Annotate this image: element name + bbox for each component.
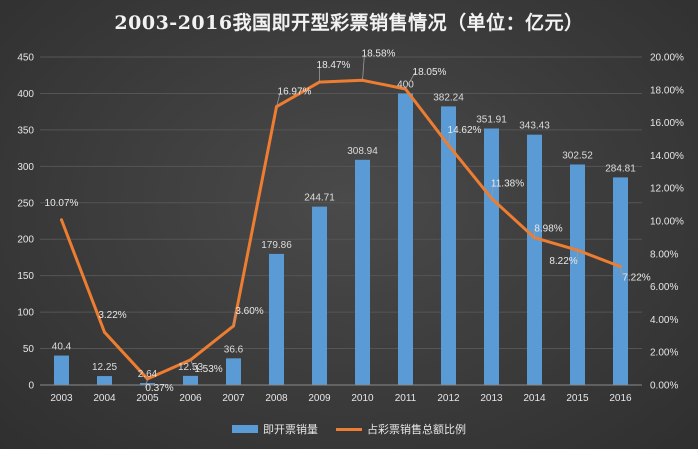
line-data-label: 7.22% — [622, 273, 650, 284]
line-data-label: 1.53% — [194, 364, 222, 375]
legend-line-label: 占彩票销售总额比例 — [367, 423, 466, 436]
bar-data-label: 244.71 — [304, 193, 335, 204]
x-tick-label: 2006 — [179, 393, 202, 404]
legend-bar-label: 即开票销量 — [263, 423, 318, 436]
bar-data-label: 40.4 — [52, 342, 72, 353]
bar-data-label: 343.43 — [519, 121, 550, 132]
bar-data-label: 36.6 — [224, 344, 244, 355]
data-label-leader — [620, 266, 623, 278]
bar-data-label: 351.91 — [476, 114, 507, 125]
x-tick-label: 2009 — [308, 393, 331, 404]
y-right-tick-label: 6.00% — [650, 282, 678, 293]
x-tick-label: 2012 — [437, 393, 460, 404]
data-label-leader — [362, 53, 365, 81]
line-data-label: 14.62% — [448, 125, 482, 136]
data-label-leader — [145, 378, 148, 389]
bar-data-label: 2.64 — [138, 369, 158, 380]
y-left-tick-label: 250 — [17, 198, 34, 209]
y-left-tick-label: 300 — [17, 162, 34, 173]
y-left-tick-label: 150 — [17, 271, 34, 282]
line-point — [60, 218, 63, 222]
data-label-leader — [448, 130, 451, 146]
bar — [269, 253, 284, 385]
line-data-label: 16.97% — [278, 87, 312, 98]
y-left-tick-label: 450 — [17, 53, 34, 64]
chart-title: 2003-2016我国即开型彩票销售情况（单位：亿元） — [114, 12, 584, 34]
bar — [484, 128, 499, 385]
y-right-tick-label: 20.00% — [650, 53, 684, 64]
line-data-label: 10.07% — [45, 198, 79, 209]
x-tick-label: 2007 — [222, 393, 245, 404]
legend-line-swatch — [336, 427, 362, 431]
legend-item-line: 占彩票销售总额比例 — [336, 421, 466, 437]
bar-data-label: 12.25 — [92, 362, 117, 373]
bar-data-label: 400 — [397, 79, 414, 90]
line-data-label: 18.47% — [317, 60, 351, 71]
y-left-tick-label: 200 — [17, 235, 34, 246]
line-data-label: 0.37% — [145, 383, 173, 394]
data-label-leader — [233, 310, 236, 327]
bar — [226, 358, 241, 385]
x-tick-label: 2003 — [50, 393, 73, 404]
bar-data-label: 382.24 — [433, 92, 464, 103]
bar — [54, 355, 69, 385]
bar — [613, 177, 628, 385]
y-right-tick-label: 10.00% — [650, 217, 684, 228]
x-tick-label: 2015 — [566, 393, 589, 404]
bar-data-label: 284.81 — [605, 163, 636, 174]
y-left-tick-label: 50 — [23, 344, 35, 355]
data-label-leader — [405, 71, 416, 90]
x-tick-label: 2014 — [523, 393, 546, 404]
line-data-label: 8.22% — [549, 256, 577, 267]
line-point — [103, 330, 106, 334]
bar — [570, 164, 585, 385]
x-tick-label: 2004 — [93, 393, 116, 404]
data-label-leader — [276, 91, 281, 107]
chart-legend: 即开票销量 占彩票销售总额比例 — [0, 421, 698, 437]
y-right-tick-label: 14.00% — [650, 151, 684, 162]
legend-bar-swatch — [232, 425, 258, 433]
x-tick-label: 2011 — [395, 393, 417, 404]
bar-data-label: 179.86 — [261, 240, 292, 251]
x-tick-label: 2008 — [265, 393, 288, 404]
x-tick-label: 2005 — [136, 393, 159, 404]
legend-item-bar: 即开票销量 — [232, 421, 318, 437]
y-right-tick-label: 16.00% — [650, 118, 684, 129]
bar — [312, 206, 327, 385]
bar — [140, 383, 155, 385]
y-right-tick-label: 8.00% — [650, 249, 678, 260]
y-right-tick-label: 18.00% — [650, 85, 684, 96]
y-right-tick-label: 12.00% — [650, 184, 684, 195]
line-data-label: 18.05% — [413, 67, 447, 78]
y-left-tick-label: 100 — [17, 308, 34, 319]
y-left-tick-label: 0 — [28, 381, 34, 392]
y-right-tick-label: 2.00% — [650, 348, 678, 359]
bar — [441, 106, 456, 385]
y-left-tick-label: 350 — [17, 125, 34, 136]
bar — [183, 375, 198, 385]
y-right-tick-label: 4.00% — [650, 315, 678, 326]
bar — [398, 93, 413, 385]
x-tick-label: 2010 — [351, 393, 374, 404]
y-right-tick-label: 0.00% — [650, 381, 678, 392]
bar-data-label: 308.94 — [347, 146, 378, 157]
bar — [355, 159, 370, 385]
x-tick-label: 2016 — [609, 393, 632, 404]
line-data-label: 18.58% — [362, 48, 396, 59]
data-label-leader — [491, 183, 494, 199]
bar — [527, 134, 542, 385]
data-label-leader — [190, 359, 195, 370]
series-line — [60, 78, 622, 381]
line-data-label: 11.38% — [491, 178, 524, 189]
y-left-tick-label: 400 — [17, 89, 34, 100]
bar-data-label: 12.53 — [178, 362, 203, 373]
line-data-label: 8.98% — [534, 224, 562, 235]
bar — [97, 376, 112, 385]
x-tick-label: 2013 — [480, 393, 503, 404]
line-data-label: 3.22% — [98, 310, 126, 321]
line-data-label: 3.60% — [235, 306, 263, 317]
bar-data-label: 302.52 — [562, 150, 593, 161]
